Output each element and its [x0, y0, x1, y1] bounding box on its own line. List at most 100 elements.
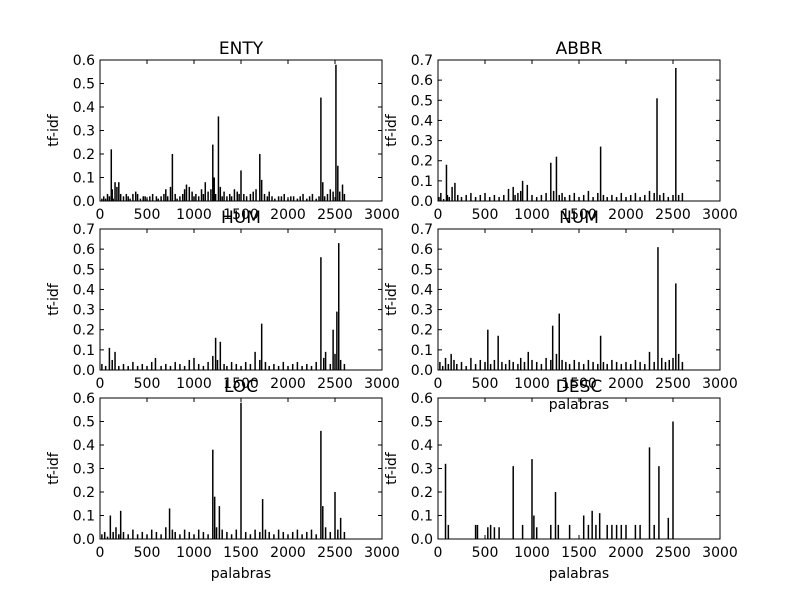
y-tick-label: 0.6 — [73, 53, 95, 69]
axes-frame — [99, 228, 383, 371]
subplot-enty: 0 500 1000 1500 2000 2500 3000 0.0 0.1 0.2 0.3 0.4 0… — [46, 39, 400, 223]
y-tick-label: 0.1 — [73, 343, 95, 359]
x-tick-label: 2000 — [270, 376, 306, 392]
y-tick-label: 0.3 — [73, 303, 95, 319]
x-tick-label: 2000 — [608, 545, 644, 561]
x-tick-label: 500 — [134, 545, 161, 561]
x-tick-label: 2000 — [270, 545, 306, 561]
y-tick-label: 0.4 — [411, 282, 433, 298]
x-tick-label: 3000 — [702, 376, 738, 392]
x-tick-label: 1000 — [514, 545, 550, 561]
y-tick-label: 0.6 — [411, 73, 433, 89]
x-tick-label: 3000 — [364, 545, 400, 561]
x-tick-label: 0 — [96, 207, 105, 223]
y-tick-label: 0.6 — [411, 242, 433, 258]
y-axis-label: tf-idf — [384, 282, 400, 315]
y-tick-label: 0.6 — [73, 391, 95, 407]
y-tick-label: 0.4 — [411, 438, 433, 454]
y-tick-label: 0.0 — [411, 363, 433, 379]
subplot-title: ENTY — [219, 39, 264, 59]
x-tick-label: 0 — [96, 376, 105, 392]
y-tick-label: 0.2 — [411, 485, 433, 501]
x-tick-label: 500 — [472, 376, 499, 392]
x-tick-label: 1500 — [561, 207, 597, 223]
x-tick-label: 0 — [434, 207, 443, 223]
y-tick-label: 0.3 — [411, 134, 433, 150]
y-tick-label: 0.6 — [411, 391, 433, 407]
x-tick-label: 3000 — [702, 207, 738, 223]
y-tick-label: 0.2 — [73, 147, 95, 163]
x-tick-label: 1000 — [514, 376, 550, 392]
y-tick-label: 0.1 — [411, 174, 433, 190]
x-tick-label: 2500 — [317, 545, 353, 561]
x-tick-label: 1500 — [223, 545, 259, 561]
x-tick-label: 1000 — [176, 376, 212, 392]
x-tick-label: 0 — [434, 376, 443, 392]
y-tick-label: 0.0 — [73, 363, 95, 379]
x-tick-label: 3000 — [702, 545, 738, 561]
subplot-title: LOC — [224, 377, 258, 397]
x-tick-label: 2500 — [317, 376, 353, 392]
axes-frame — [437, 228, 721, 371]
subplot-title: NUM — [559, 208, 599, 228]
axes-frame — [437, 397, 721, 540]
y-tick-label: 0.5 — [73, 262, 95, 278]
y-axis-label: tf-idf — [46, 282, 62, 315]
y-tick-label: 0.0 — [411, 194, 433, 210]
x-axis-label: palabras — [211, 566, 271, 582]
y-tick-label: 0.2 — [411, 323, 433, 339]
y-tick-label: 0.1 — [73, 509, 95, 525]
y-tick-label: 0.3 — [73, 124, 95, 140]
subplot-abbr: 0 500 1000 1500 2000 2500 3000 0.0 0.1 0.2 0.3 0.4 0… — [384, 39, 738, 223]
x-tick-label: 500 — [472, 545, 499, 561]
y-axis-label: tf-idf — [46, 113, 62, 146]
y-tick-label: 0.4 — [411, 113, 433, 129]
subplot-desc: 0 500 1000 1500 2000 2500 3000 0.0 0.1 0.2 0.3 0.4 0… — [384, 377, 738, 582]
y-tick-label: 0.5 — [73, 415, 95, 431]
y-tick-label: 0.7 — [411, 222, 433, 238]
y-tick-label: 0.4 — [73, 282, 95, 298]
x-tick-label: 2500 — [317, 207, 353, 223]
axes-frame — [437, 59, 721, 202]
x-tick-label: 1500 — [223, 207, 259, 223]
x-tick-label: 500 — [134, 207, 161, 223]
x-tick-label: 3000 — [364, 376, 400, 392]
x-tick-label: 1500 — [561, 376, 597, 392]
y-tick-label: 0.1 — [411, 509, 433, 525]
y-tick-label: 0.0 — [411, 532, 433, 548]
subplot-title: ABBR — [556, 39, 603, 59]
y-tick-label: 0.7 — [411, 53, 433, 69]
x-tick-label: 2500 — [655, 545, 691, 561]
subplot-title: DESC — [556, 377, 603, 397]
y-axis-label: tf-idf — [46, 451, 62, 484]
y-tick-label: 0.2 — [73, 323, 95, 339]
x-tick-label: 2000 — [608, 376, 644, 392]
x-tick-label: 1000 — [176, 207, 212, 223]
y-tick-label: 0.6 — [73, 242, 95, 258]
y-tick-label: 0.1 — [411, 343, 433, 359]
y-tick-label: 0.5 — [411, 93, 433, 109]
x-axis-label: palabras — [549, 566, 609, 582]
y-tick-label: 0.0 — [73, 532, 95, 548]
x-tick-label: 500 — [472, 207, 499, 223]
y-tick-label: 0.2 — [73, 485, 95, 501]
subplot-loc: 0 500 1000 1500 2000 2500 3000 0.0 0.1 0.2 0.3 0.4 0… — [46, 377, 400, 582]
x-tick-label: 2000 — [608, 207, 644, 223]
y-tick-label: 0.7 — [73, 222, 95, 238]
y-tick-label: 0.1 — [73, 171, 95, 187]
x-tick-label: 2000 — [270, 207, 306, 223]
y-tick-label: 0.5 — [73, 77, 95, 93]
x-tick-label: 1000 — [176, 545, 212, 561]
y-tick-label: 0.3 — [411, 462, 433, 478]
x-tick-label: 500 — [134, 376, 161, 392]
y-tick-label: 0.4 — [73, 100, 95, 116]
y-tick-label: 0.3 — [411, 303, 433, 319]
x-tick-label: 0 — [96, 545, 105, 561]
y-axis-label: tf-idf — [384, 451, 400, 484]
subplot-title: HUM — [221, 208, 261, 228]
y-tick-label: 0.5 — [411, 262, 433, 278]
x-tick-label: 2500 — [655, 207, 691, 223]
x-tick-label: 3000 — [364, 207, 400, 223]
y-tick-label: 0.4 — [73, 438, 95, 454]
